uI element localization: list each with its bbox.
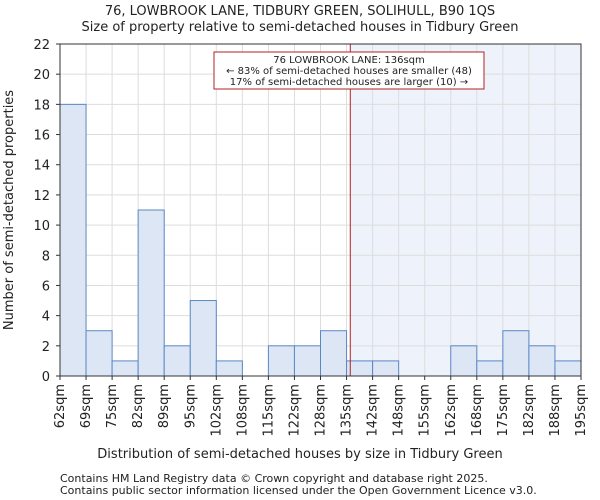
y-tick-label: 2 (42, 340, 50, 355)
annotation-line-2: ← 83% of semi-detached houses are smalle… (226, 66, 472, 77)
x-tick-label: 162sqm (444, 384, 459, 437)
bar (528, 345, 556, 377)
y-tick-label: 10 (33, 219, 50, 234)
x-tick-label: 135sqm (340, 384, 355, 437)
y-tick-label: 22 (33, 38, 50, 53)
x-tick-label: 62sqm (53, 384, 68, 428)
y-axis-ticks: 0 2 4 6 8 10 12 14 16 18 20 22 (33, 38, 60, 385)
footer-line-2: Contains public sector information licen… (60, 484, 537, 497)
y-tick-label: 0 (42, 370, 50, 385)
bar (111, 360, 139, 377)
y-tick-label: 18 (33, 98, 50, 113)
x-tick-label: 168sqm (470, 384, 485, 437)
y-tick-label: 20 (33, 68, 50, 83)
bar (215, 360, 243, 377)
bar (450, 345, 478, 377)
bar (293, 345, 322, 377)
x-tick-label: 89sqm (157, 384, 172, 428)
y-tick-label: 8 (42, 249, 50, 264)
x-tick-label: 75sqm (105, 384, 120, 428)
bar (554, 360, 582, 377)
annotation-frame (213, 51, 485, 90)
bar (59, 103, 87, 377)
bar (189, 300, 217, 377)
x-tick-label: 128sqm (314, 384, 329, 437)
y-tick-label: 6 (42, 279, 50, 294)
y-tick-label: 16 (33, 129, 50, 144)
annotation-line-1: 76 LOWBROOK LANE: 136sqm (273, 55, 425, 66)
bar (163, 345, 191, 377)
y-tick-label: 4 (42, 310, 50, 325)
chart-title: 76, LOWBROOK LANE, TIDBURY GREEN, SOLIHU… (105, 4, 495, 19)
bar (320, 330, 348, 377)
y-axis-label: Number of semi-detached properties (2, 90, 17, 330)
x-tick-label: 102sqm (209, 384, 224, 437)
x-tick-label: 115sqm (261, 384, 276, 437)
bars (59, 103, 582, 377)
bar (267, 345, 295, 377)
x-tick-label: 188sqm (548, 384, 563, 437)
bar (476, 360, 504, 377)
x-tick-label: 122sqm (287, 384, 302, 437)
bar (372, 360, 400, 377)
x-tick-label: 182sqm (522, 384, 537, 437)
x-tick-label: 95sqm (183, 384, 198, 428)
x-tick-label: 175sqm (496, 384, 511, 437)
x-axis-label: Distribution of semi-detached houses by … (97, 447, 502, 462)
x-tick-label: 155sqm (418, 384, 433, 437)
highlight-region (350, 44, 581, 376)
y-tick-label: 14 (33, 159, 50, 174)
x-tick-label: 108sqm (235, 384, 250, 437)
chart-subtitle: Size of property relative to semi-detach… (82, 20, 519, 35)
annotation-box: 76 LOWBROOK LANE: 136sqm ← 83% of semi-d… (213, 51, 485, 90)
bar (502, 330, 530, 377)
bar (137, 209, 165, 377)
x-tick-label: 142sqm (366, 384, 381, 437)
x-tick-label: 69sqm (79, 384, 94, 428)
x-tick-label: 195sqm (574, 384, 589, 437)
annotation-line-3: 17% of semi-detached houses are larger (… (230, 77, 468, 88)
footer-line-1: Contains HM Land Registry data © Crown c… (60, 472, 488, 485)
bar (85, 330, 113, 377)
y-tick-label: 12 (33, 189, 50, 204)
x-axis-ticks: 62sqm 69sqm 75sqm 82sqm 89sqm 95sqm 102sqm 108s… (53, 376, 589, 437)
x-tick-label: 82sqm (131, 384, 146, 428)
x-tick-label: 148sqm (392, 384, 407, 437)
